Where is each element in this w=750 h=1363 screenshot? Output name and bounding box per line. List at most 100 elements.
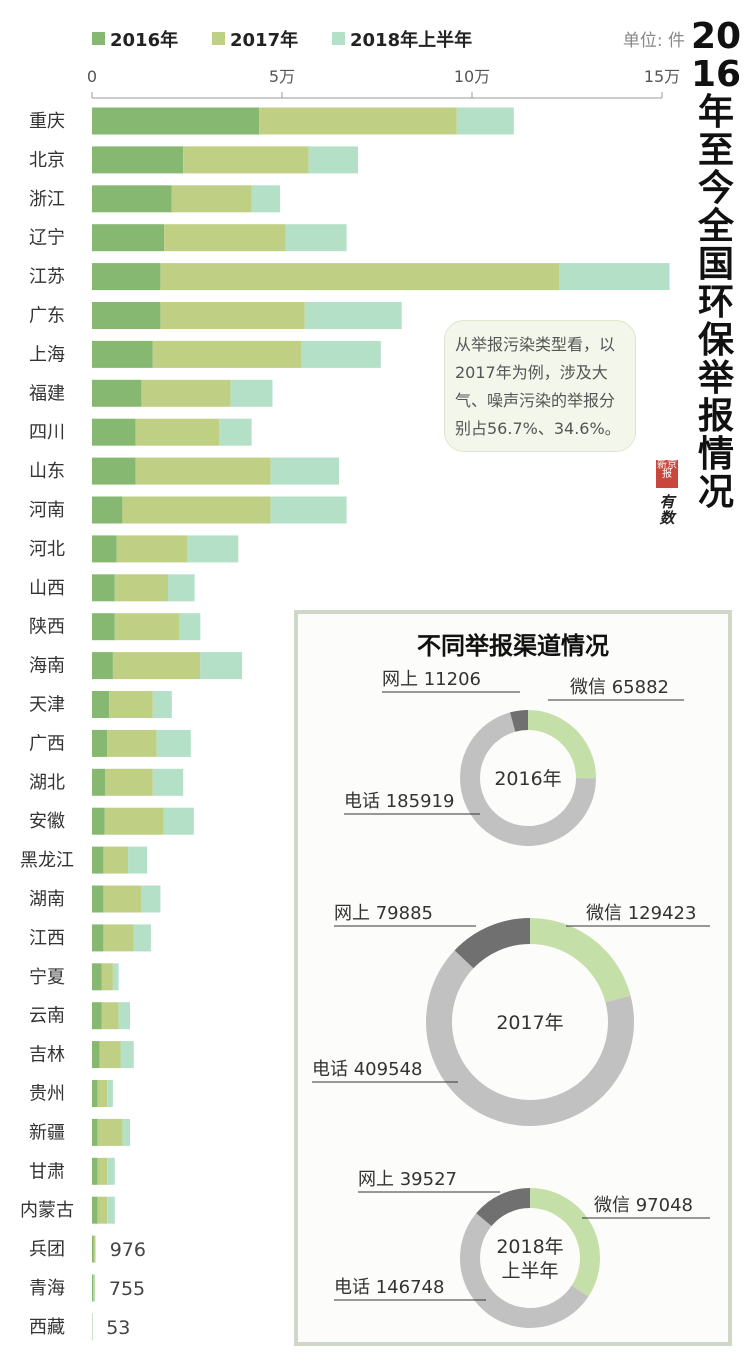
bar-segment <box>456 107 514 135</box>
category-label: 青海 <box>29 1278 65 1299</box>
bar-segment <box>92 302 161 329</box>
bar-segment <box>122 496 271 524</box>
bar-segment <box>105 768 153 796</box>
x-tick-label: 0 <box>87 67 97 86</box>
bar-segment <box>92 885 104 913</box>
bar-segment <box>97 1080 108 1107</box>
bar-segment <box>168 574 195 602</box>
bar-segment <box>97 1118 123 1146</box>
x-tick-label: 5万 <box>269 67 295 86</box>
donut-center-label: 2016年 <box>494 768 561 790</box>
bar-segment <box>92 613 115 641</box>
bar-segment <box>219 418 252 446</box>
bar-segment <box>97 1157 108 1185</box>
bar-segment <box>92 146 184 174</box>
bar-segment <box>101 1002 119 1030</box>
category-label: 兵团 <box>29 1239 65 1260</box>
bar-segment <box>301 340 381 368</box>
bar-segment <box>164 224 286 252</box>
bar-segment <box>92 963 102 991</box>
bar-segment <box>92 1235 94 1263</box>
slice-label: 微信 65882 <box>570 677 669 698</box>
category-label: 江苏 <box>29 267 65 288</box>
data-label: 976 <box>110 1239 146 1261</box>
bar-segment <box>259 107 457 135</box>
bar-segment <box>270 496 347 524</box>
slice-label: 网上 11206 <box>382 669 481 690</box>
bar-segment <box>93 1274 95 1302</box>
bar-segment <box>200 652 243 680</box>
category-label: 重庆 <box>29 111 65 132</box>
donut-slice <box>454 918 530 969</box>
bar-segment <box>92 807 105 835</box>
bar-segment <box>141 379 231 407</box>
donut-center-label: 2018年 <box>496 1236 563 1258</box>
slice-label: 网上 39527 <box>358 1169 457 1190</box>
bar-segment <box>92 924 104 952</box>
category-label: 福建 <box>29 383 65 404</box>
x-tick-label: 10万 <box>454 67 490 86</box>
legend-swatch-1 <box>212 32 225 45</box>
bar-segment <box>122 1118 130 1146</box>
data-label: 53 <box>106 1317 130 1339</box>
bar-segment <box>107 729 157 757</box>
category-label: 河南 <box>29 500 65 521</box>
bar-segment <box>152 340 301 368</box>
bar-segment <box>92 574 115 602</box>
bar-segment <box>308 146 358 174</box>
bar-segment <box>114 574 168 602</box>
donut-slice <box>530 918 631 1003</box>
bar-segment <box>92 729 108 757</box>
bar-segment <box>112 963 119 991</box>
slice-label: 微信 97048 <box>594 1195 693 1216</box>
category-label: 云南 <box>29 1006 65 1027</box>
category-label: 辽宁 <box>29 228 65 249</box>
legend-swatch-0 <box>92 32 105 45</box>
bar-segment <box>104 807 164 835</box>
bar-segment <box>270 457 339 485</box>
bar-segment <box>141 885 161 913</box>
bar-segment <box>92 1118 98 1146</box>
slice-label: 电话 185919 <box>344 791 454 812</box>
unit-label: 单位: 件 <box>623 31 685 51</box>
bar-segment <box>152 691 172 718</box>
bar-segment <box>92 1157 98 1185</box>
bar-segment <box>94 1274 95 1302</box>
bar-segment <box>187 535 239 563</box>
slice-label: 电话 146748 <box>334 1277 444 1298</box>
bar-segment <box>93 1235 96 1263</box>
bar-segment <box>92 1196 98 1224</box>
category-label: 甘肃 <box>29 1161 65 1182</box>
category-label: 陕西 <box>29 617 65 638</box>
slice-label: 微信 129423 <box>586 903 696 924</box>
bar-segment <box>92 846 104 874</box>
bar-segment <box>156 729 191 757</box>
annotation-note: 从举报污染类型看，以2017年为例，涉及大气、噪声污染的举报分别占56.7%、3… <box>444 320 636 452</box>
category-label: 江西 <box>29 928 65 949</box>
bar-segment <box>109 691 153 718</box>
category-label: 山东 <box>29 461 65 482</box>
category-label: 上海 <box>29 344 65 365</box>
legend-swatch-2 <box>332 32 345 45</box>
slice-label: 网上 79885 <box>334 903 433 924</box>
bar-segment <box>160 302 305 329</box>
bar-segment <box>135 418 220 446</box>
bar-segment <box>114 613 180 641</box>
bar-segment <box>97 1196 108 1224</box>
bar-segment <box>107 1196 115 1224</box>
category-label: 河北 <box>29 539 65 560</box>
logo-stamp: 新京报 <box>656 460 678 488</box>
channel-panel-title: 不同举报渠道情况 <box>417 632 609 660</box>
page-title: 2016年至今全国环保举报情况 <box>690 16 742 513</box>
bar-segment <box>95 1235 96 1263</box>
category-label: 广东 <box>29 306 65 327</box>
bar-segment <box>92 535 117 563</box>
bar-segment <box>128 846 148 874</box>
bar-segment <box>559 263 670 291</box>
logo-signature: 有数 <box>659 493 675 527</box>
bar-segment <box>92 496 123 524</box>
bar-segment <box>92 1313 93 1341</box>
bar-segment <box>118 1002 130 1030</box>
